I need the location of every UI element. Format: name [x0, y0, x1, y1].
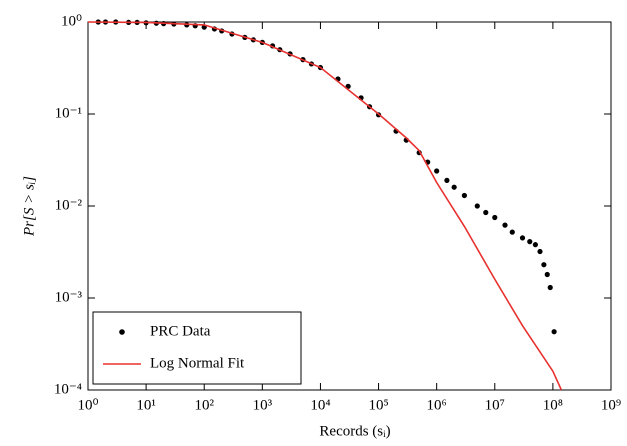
data-point: [434, 168, 440, 174]
x-tick-label: 10⁸: [543, 397, 563, 413]
data-point: [532, 242, 538, 248]
data-point: [527, 239, 533, 245]
data-point: [461, 192, 467, 199]
x-tick-label: 10³: [253, 397, 273, 413]
x-tick-label: 10²: [194, 397, 214, 413]
data-point: [483, 209, 489, 216]
data-point: [492, 214, 498, 221]
legend-label: Log Normal Fit: [150, 355, 245, 371]
x-tick-label: 10⁴: [310, 397, 330, 413]
x-tick-label: 10⁵: [368, 397, 388, 413]
y-tick-label: 10⁻²: [55, 197, 83, 213]
y-tick-label: 10⁰: [61, 13, 82, 29]
legend-swatch: [119, 329, 125, 335]
data-point: [474, 203, 480, 209]
legend-box: [92, 311, 302, 385]
data-point: [551, 329, 557, 335]
y-tick-label: 10⁻³: [55, 289, 83, 305]
data-point: [537, 248, 543, 255]
x-tick-label: 10¹: [136, 397, 156, 413]
data-point: [444, 177, 450, 183]
data-point: [519, 235, 526, 241]
y-axis-label: Pr[S > sᵢ]: [21, 176, 37, 237]
y-tick-label: 10⁻⁴: [54, 381, 82, 397]
data-point: [541, 262, 547, 268]
x-tick-label: 10⁷: [485, 397, 505, 413]
y-tick-label: 10⁻¹: [55, 105, 82, 121]
fit-line: [87, 21, 563, 391]
x-tick-label: 10⁶: [427, 397, 447, 413]
x-axis-label: Records (sᵢ): [319, 423, 390, 439]
data-point: [451, 184, 457, 190]
x-tick-label: 10⁰: [77, 397, 98, 413]
data-point: [502, 222, 508, 228]
data-point: [345, 83, 351, 89]
x-tick-label: 10⁹: [601, 397, 621, 413]
data-point: [544, 271, 550, 278]
data-point: [547, 284, 553, 291]
legend-label: PRC Data: [150, 323, 211, 339]
data-point: [509, 229, 515, 235]
